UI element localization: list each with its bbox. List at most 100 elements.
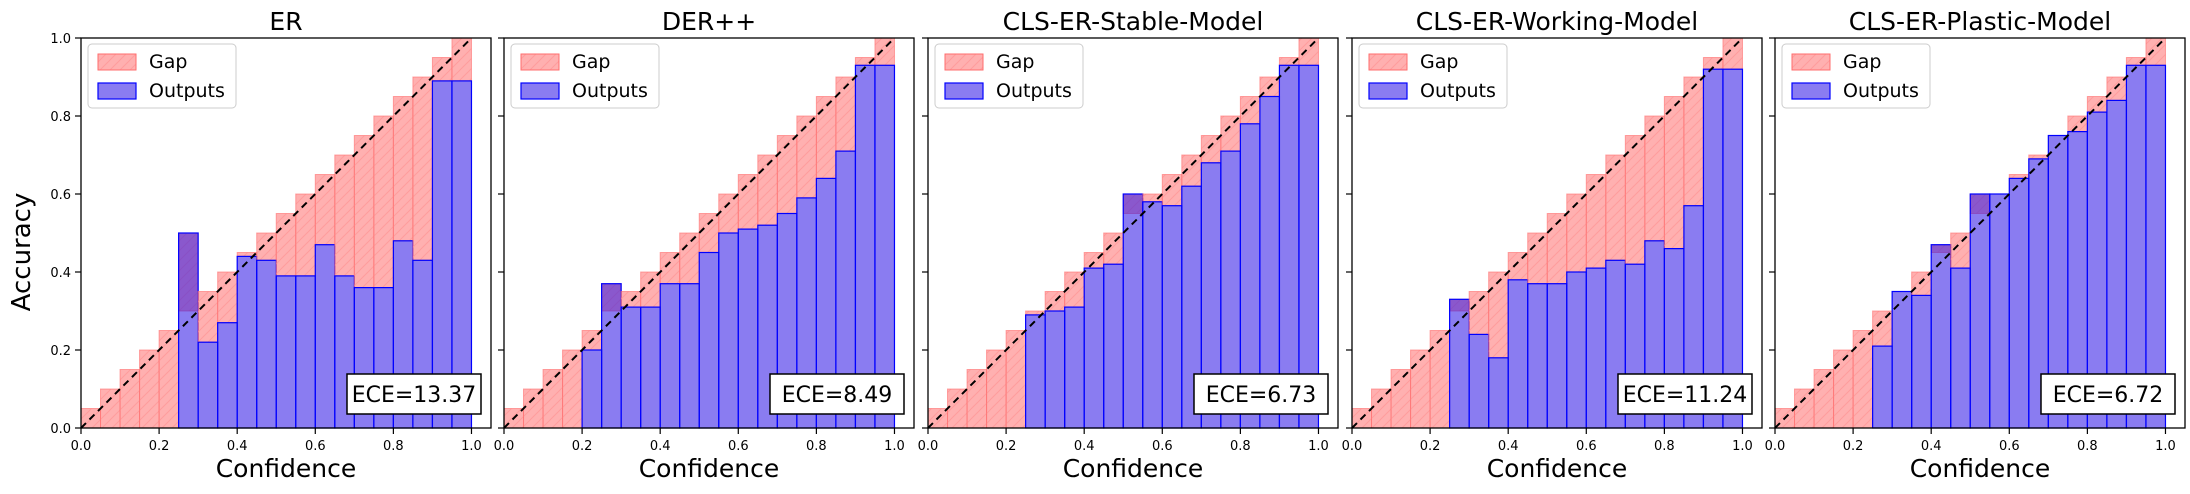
gap-bar [523,388,544,429]
outputs-bar [1527,283,1548,429]
gap-bar [620,291,642,308]
ece-value: ECE=8.49 [782,383,893,408]
axes-frame [503,37,915,429]
x-tick-label: 0.8 [1654,439,1675,454]
gap-bar [1813,369,1835,429]
gap-bar [373,115,394,289]
panel-4: CLS-ER-Working-Model 0.0 0.2 0.4 0.6 0.8 1.0 Co… [1342,7,1763,483]
outputs-bar [295,275,316,429]
gap-bar [947,388,968,429]
gap-bar [334,154,355,277]
outputs-bar [1566,271,1587,429]
legend: Gap Outputs [1358,43,1508,109]
y-tick-label: 0.2 [50,344,71,359]
panel-title: ER [269,7,302,36]
x-tick-label: 0.8 [383,439,404,454]
panels: ER 0.0 0.2 0.4 0.6 0.8 1.0 0.0 0.2 0.4 0.6 0.8 1.0 Co… [50,7,2186,483]
gap-bar [542,369,564,429]
gap-bar [1161,174,1183,207]
gap-bar [1410,349,1431,429]
outputs-bar [1468,333,1490,429]
x-tick-label: 0.0 [1342,439,1363,454]
legend-gap-swatch [97,53,137,71]
ece-box [769,373,905,415]
x-axis-label: Confidence [1487,454,1628,483]
x-tick-label: 0.2 [1843,439,1864,454]
legend-gap-swatch [1791,53,1831,71]
legend-outputs-swatch [1791,82,1831,100]
gap-bar [815,96,837,179]
legend-outputs-swatch [97,82,137,100]
outputs-bar [1911,294,1932,429]
axes-frame [927,37,1339,429]
gap-bar [1371,388,1392,429]
outputs-bar [314,244,336,429]
gap-bar [966,369,988,429]
y-tick-label: 0.6 [50,188,71,203]
x-tick-label: 0.4 [1498,439,1519,454]
gap-bar [1663,96,1685,250]
outputs-bar [1989,193,2010,429]
outputs-bar [581,349,603,429]
x-tick-label: 0.2 [996,439,1017,454]
legend-outputs-label: Outputs [1420,80,1496,102]
outputs-bar [217,322,238,429]
perfect-calibration-line [927,37,1320,429]
outputs-bar [1083,267,1105,429]
gap-bar [1239,96,1261,125]
legend: Gap Outputs [934,43,1084,109]
perfect-calibration-line [503,37,896,429]
legend-outputs-swatch [520,82,560,100]
perfect-calibration-line [1774,37,2167,429]
gap-bar [392,96,414,242]
outputs-bar [1044,310,1066,429]
gap-bar [986,349,1007,429]
x-tick-label: 0.6 [305,439,326,454]
gap-bar [1624,135,1646,265]
x-tick-label: 1.0 [884,439,905,454]
legend: Gap Outputs [87,43,237,109]
gap-bar [295,193,316,277]
bars [927,37,1320,429]
x-tick-label: 0.8 [2077,439,2098,454]
gap-bar [659,252,681,285]
x-tick-label: 0.2 [1420,439,1441,454]
legend-outputs-swatch [944,82,984,100]
ece-value: ECE=11.24 [1623,383,1748,408]
x-axis-label: Confidence [1063,454,1204,483]
gap-bar [217,271,238,324]
y-tick-label: 1.0 [50,32,71,47]
outputs-bar [601,283,622,429]
gap-bar [139,349,160,429]
legend-outputs-label: Outputs [1843,80,1919,102]
outputs-bar [1585,267,1607,429]
panel-3: CLS-ER-Stable-Model 0.0 0.2 0.4 0.6 0.8 1.0 Con… [918,7,1339,483]
outputs-bar [620,306,642,429]
gap-bar [757,154,778,226]
ece-box [1193,373,1329,415]
outputs-bar [1507,279,1529,429]
gap-bar [100,388,121,429]
outputs-bar [1930,244,1952,429]
outputs-bar [1103,263,1124,429]
x-tick-label: 0.6 [1999,439,2020,454]
legend-outputs-swatch [1368,82,1408,100]
outputs-bar [1488,357,1509,429]
x-tick-label: 0.4 [1074,439,1095,454]
legend-gap-label: Gap [149,51,187,73]
x-tick-label: 0.0 [494,439,515,454]
gap-bar [718,193,739,234]
x-tick-label: 0.4 [1921,439,1942,454]
outputs-bar [178,232,199,429]
gap-bar [679,232,700,285]
legend: Gap Outputs [510,43,660,109]
gap-bar [1950,232,1971,269]
gap-bar [314,174,336,246]
gap-bar [353,135,375,289]
outputs-bar [1142,201,1163,429]
panel-title: CLS-ER-Stable-Model [1003,7,1264,36]
perfect-calibration-line [1351,37,1744,429]
perfect-calibration-line [80,37,473,429]
